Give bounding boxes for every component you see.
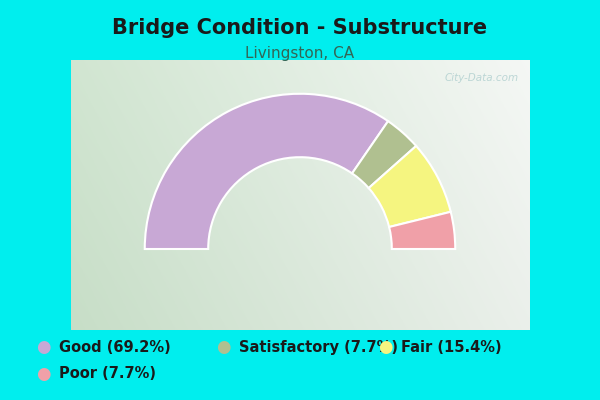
Wedge shape [352,121,416,188]
Wedge shape [389,212,455,249]
Text: City-Data.com: City-Data.com [445,74,519,84]
Text: ●: ● [216,338,230,356]
Wedge shape [368,146,451,227]
Text: ●: ● [36,338,50,356]
Text: ●: ● [36,365,50,383]
Text: Livingston, CA: Livingston, CA [245,46,355,61]
Wedge shape [145,94,388,249]
Text: Fair (15.4%): Fair (15.4%) [401,340,502,355]
Text: Satisfactory (7.7%): Satisfactory (7.7%) [239,340,398,355]
Text: Poor (7.7%): Poor (7.7%) [59,366,156,382]
Text: Good (69.2%): Good (69.2%) [59,340,170,355]
Text: Bridge Condition - Substructure: Bridge Condition - Substructure [112,18,488,38]
Text: ●: ● [378,338,392,356]
